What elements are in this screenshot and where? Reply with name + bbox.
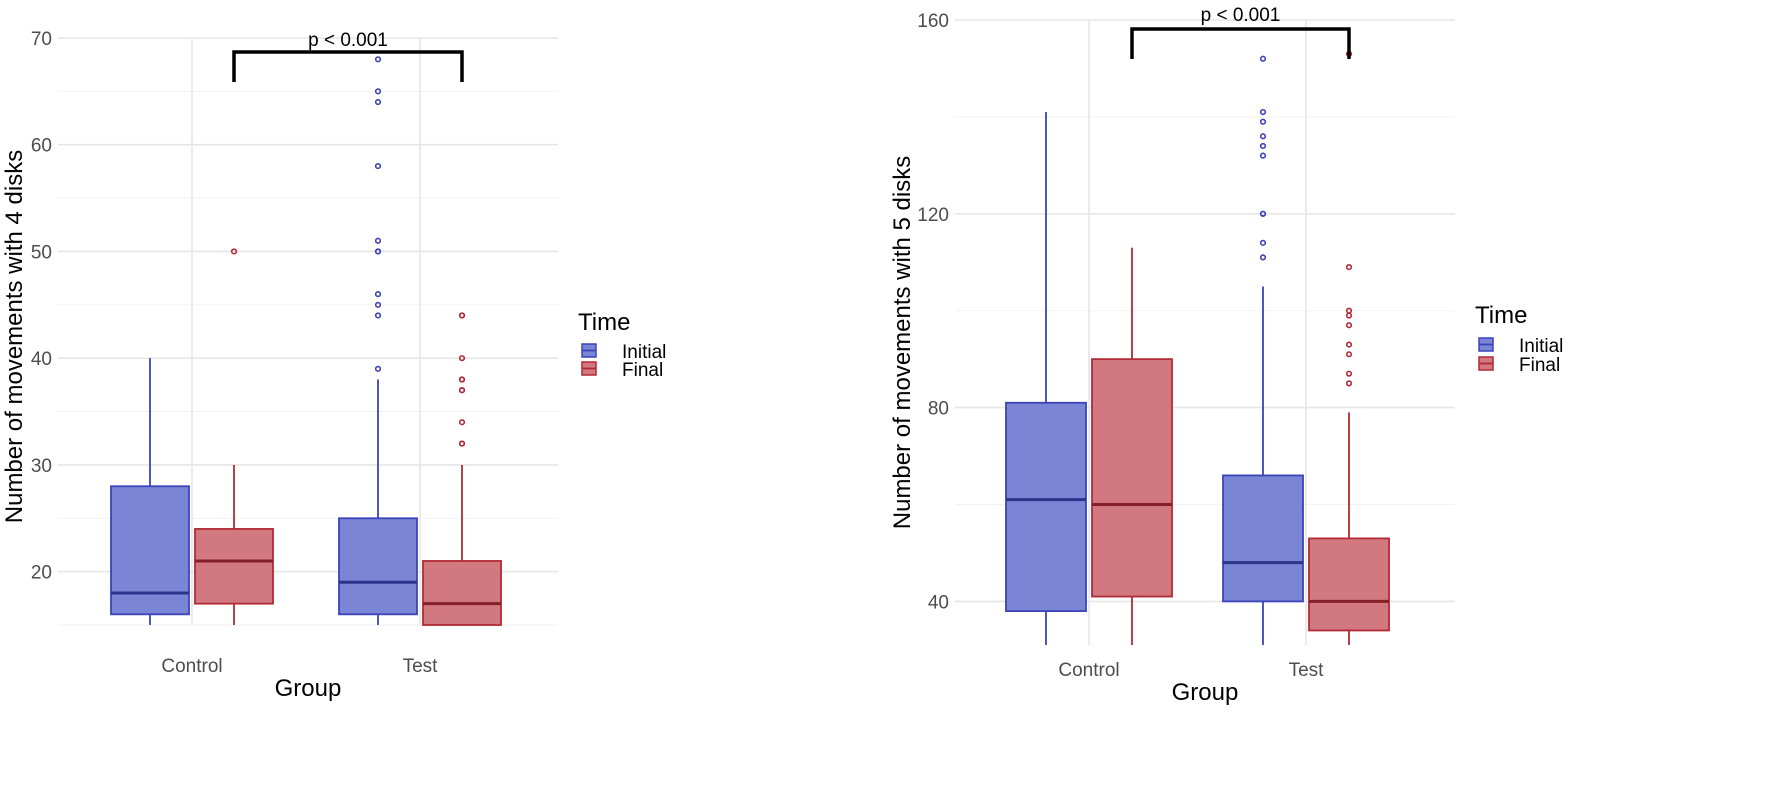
- y-tick-label: 160: [917, 11, 949, 32]
- outlier-point: [374, 237, 382, 244]
- legend-label-initial: Initial: [1519, 336, 1563, 357]
- outlier-point: [458, 387, 466, 394]
- y-tick-label: 40: [928, 592, 949, 613]
- outlier-point: [458, 312, 466, 319]
- outlier-point: [1259, 108, 1267, 116]
- significance-label: p < 0.001: [308, 30, 388, 51]
- legend-title: Time: [1475, 302, 1527, 329]
- y-tick-label: 80: [928, 399, 949, 420]
- outlier-point: [374, 312, 382, 319]
- legend-label-final: Final: [622, 360, 663, 381]
- x-axis-title: Group: [275, 675, 342, 702]
- y-tick-label: 60: [31, 136, 52, 157]
- box-final-test: [422, 312, 502, 626]
- box-iqr: [1308, 537, 1390, 632]
- outlier-point: [1259, 254, 1267, 261]
- x-axis-title: Group: [1172, 679, 1239, 706]
- box-initial-test: [1222, 55, 1304, 645]
- outlier-point: [230, 248, 238, 255]
- outlier-point: [374, 365, 382, 372]
- outlier-point: [374, 301, 382, 308]
- x-tick-label: Test: [403, 656, 439, 677]
- outlier-point: [374, 291, 382, 298]
- box-iqr: [1222, 474, 1304, 603]
- outlier-point: [1259, 210, 1267, 217]
- outlier-point: [1345, 370, 1353, 377]
- legend-title: Time: [578, 309, 630, 336]
- outlier-point: [374, 98, 382, 106]
- outlier-point: [1259, 152, 1267, 159]
- x-tick-label: Control: [161, 656, 222, 677]
- y-axis-title: Number of movements with 5 disks: [889, 156, 916, 529]
- outlier-point: [374, 248, 382, 255]
- outlier-point: [1345, 263, 1353, 271]
- box-final-test: [1308, 50, 1390, 645]
- outlier-point: [1345, 351, 1353, 358]
- box-initial-test: [338, 56, 418, 625]
- y-tick-label: 30: [31, 456, 52, 477]
- outlier-point: [374, 56, 382, 63]
- chart-panel-4-disks: 20 30 40 50 60 70 Control Test Group Number of mo…: [1, 29, 666, 702]
- outlier-point: [1345, 341, 1353, 348]
- significance-label: p < 0.001: [1201, 5, 1281, 26]
- box-iqr: [1005, 401, 1087, 612]
- outlier-point: [1259, 239, 1267, 246]
- significance-bracket: [1130, 27, 1351, 59]
- outlier-point: [1345, 312, 1353, 319]
- y-tick-label: 20: [31, 563, 52, 584]
- box-initial-control: [1005, 112, 1087, 645]
- outlier-point: [374, 162, 382, 170]
- outlier-point: [458, 419, 466, 426]
- outlier-point: [1345, 380, 1353, 387]
- outlier-point: [1259, 118, 1267, 125]
- x-tick-label: Test: [1289, 660, 1325, 681]
- box-initial-control: [110, 358, 190, 625]
- outlier-point: [458, 440, 466, 447]
- outlier-point: [1345, 322, 1353, 329]
- x-tick-label: Control: [1058, 660, 1119, 681]
- box-iqr: [194, 528, 274, 605]
- outlier-point: [1259, 142, 1267, 150]
- outlier-point: [1259, 55, 1267, 62]
- y-tick-label: 70: [31, 29, 52, 50]
- box-final-control: [194, 248, 274, 625]
- legend-label-final: Final: [1519, 355, 1560, 376]
- box-iqr: [110, 485, 190, 616]
- y-tick-label: 50: [31, 242, 52, 263]
- y-tick-label: 120: [917, 205, 949, 226]
- chart-panel-5-disks: 40 80 120 160 Control Test Group Number of move…: [889, 5, 1563, 706]
- significance-bracket: [232, 50, 464, 82]
- outlier-point: [458, 355, 466, 362]
- outlier-point: [1259, 133, 1267, 140]
- y-axis-title: Number of movements with 4 disks: [1, 150, 28, 523]
- y-tick-label: 40: [31, 349, 52, 370]
- outlier-point: [1345, 307, 1353, 314]
- box-iqr: [422, 560, 502, 626]
- legend-label-initial: Initial: [622, 342, 666, 363]
- box-final-control: [1091, 247, 1173, 645]
- box-iqr: [1091, 358, 1173, 598]
- outlier-point: [458, 376, 466, 383]
- outlier-point: [374, 88, 382, 95]
- box-iqr: [338, 517, 418, 616]
